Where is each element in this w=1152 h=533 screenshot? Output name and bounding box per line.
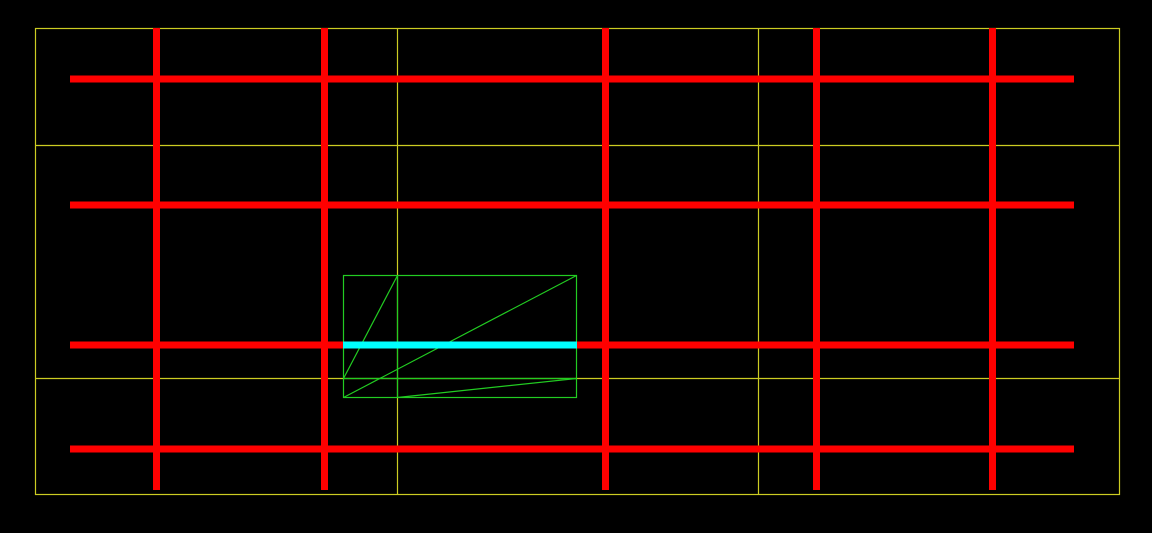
mesh-region (342, 274, 578, 399)
grid-lines (34, 27, 1121, 496)
mesh-edge-3 (397, 377, 577, 399)
mesh-outline (342, 274, 578, 399)
mesh-edge-2 (343, 274, 577, 399)
mesh-edge-1 (342, 275, 399, 379)
grid-border (34, 27, 1121, 496)
red-lines (70, 28, 1074, 490)
